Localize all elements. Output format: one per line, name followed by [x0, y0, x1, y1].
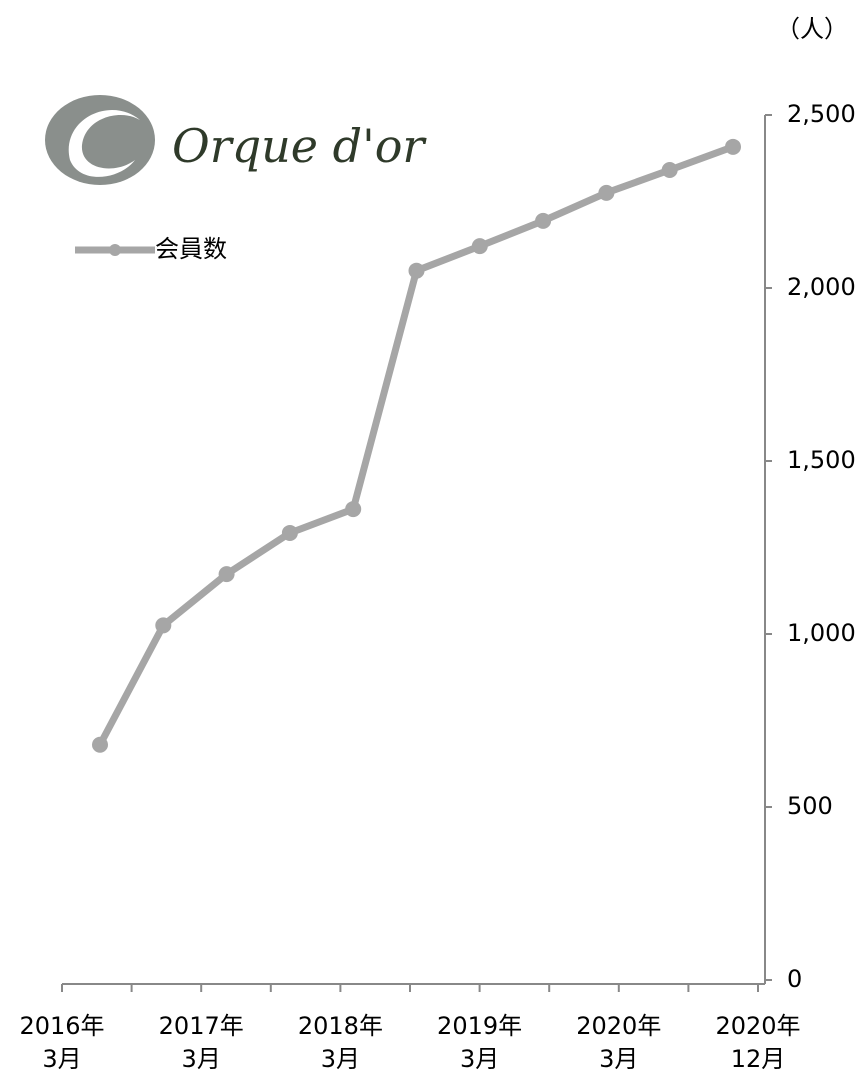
x-tick-label: 2020年	[715, 1012, 800, 1040]
point	[598, 184, 615, 201]
x-tick-label: 2018年	[298, 1012, 383, 1040]
point	[725, 138, 741, 155]
point	[661, 162, 678, 179]
x-tick-label: 3月	[182, 1045, 221, 1073]
y-tick-label: 1,500	[787, 446, 856, 474]
point	[408, 262, 425, 279]
x-tick-label: 2017年	[159, 1012, 244, 1040]
x-tick-label: 2020年	[576, 1012, 661, 1040]
x-tick-label: 3月	[460, 1045, 499, 1073]
y-tick-label: 0	[787, 965, 802, 993]
x-tick-label: 3月	[42, 1045, 81, 1073]
point	[155, 617, 172, 634]
x-tick-label: 12月	[731, 1045, 786, 1073]
legend-marker	[109, 244, 121, 256]
point	[92, 736, 108, 753]
x-tick-label: 2016年	[19, 1012, 104, 1040]
logo-swirl	[68, 109, 140, 177]
y-tick-label: 2,500	[787, 100, 856, 128]
legend-label: 会員数	[155, 235, 227, 263]
unit-label: （人）	[776, 15, 848, 43]
y-tick-label: 1,000	[787, 619, 856, 647]
logo-text: Orque d'or	[172, 119, 427, 173]
x-tick-label: 3月	[321, 1045, 360, 1073]
point	[535, 212, 552, 229]
y-tick-label: 2,000	[787, 273, 856, 301]
point	[281, 524, 298, 541]
logo: Orque d'or	[45, 95, 427, 185]
y-tick-label: 500	[787, 792, 833, 820]
point	[345, 501, 362, 518]
point	[471, 238, 488, 255]
x-tick-label: 2019年	[437, 1012, 522, 1040]
x-tick-label: 3月	[599, 1045, 638, 1073]
point	[218, 566, 235, 583]
